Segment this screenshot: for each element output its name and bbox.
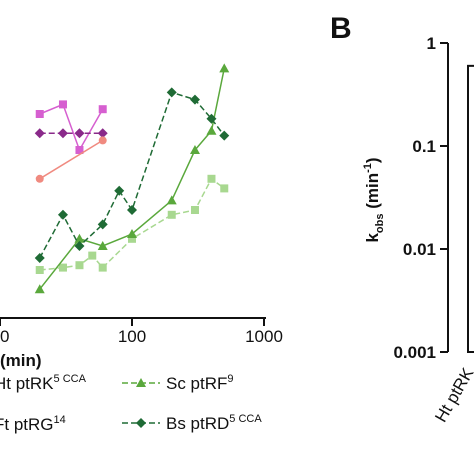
- point: [98, 263, 107, 272]
- label-part: k: [363, 233, 382, 243]
- point: [97, 241, 108, 250]
- point: [206, 113, 217, 124]
- legend-label: Ht ptRK5 CCA: [0, 373, 87, 393]
- point: [74, 233, 85, 243]
- series-line: [39, 177, 225, 271]
- point: [98, 136, 107, 145]
- point: [34, 253, 45, 263]
- point: [127, 205, 137, 215]
- series-line: [39, 103, 104, 152]
- point: [98, 105, 107, 114]
- y-tick-label: 0.001: [393, 343, 436, 362]
- label-sub: obs: [374, 214, 386, 234]
- point: [34, 284, 45, 294]
- point: [189, 145, 200, 154]
- panel-label: B: [330, 12, 352, 45]
- label-sup: -1: [362, 163, 374, 173]
- point: [114, 185, 125, 196]
- point: [58, 100, 67, 109]
- point: [74, 128, 85, 139]
- point: [58, 263, 67, 272]
- bar: [467, 64, 474, 353]
- point: [88, 251, 97, 260]
- x-axis-label: (min): [0, 351, 42, 370]
- point: [189, 94, 200, 105]
- point: [97, 128, 108, 139]
- legend-name: Ht ptRK: [0, 374, 54, 393]
- point: [75, 261, 84, 270]
- legend-sup: 9: [227, 373, 233, 385]
- label-part: (min: [363, 173, 382, 214]
- legend-label: Ft ptRG14: [0, 414, 66, 434]
- series-line: [39, 139, 104, 180]
- point: [35, 110, 44, 118]
- label-part: ): [363, 157, 382, 163]
- legend-name: Sc ptRF: [166, 374, 227, 393]
- point: [207, 174, 216, 183]
- point: [128, 234, 136, 243]
- point: [57, 128, 68, 139]
- y-tick-label: 1: [427, 34, 436, 53]
- point: [97, 219, 108, 230]
- legend-label: Bs ptRD5 CCA: [166, 413, 262, 433]
- x-tick-label: Ht ptRK: [431, 364, 474, 426]
- legend-sup: 14: [54, 414, 66, 426]
- y-tick-label: 0.1: [412, 137, 436, 156]
- point: [74, 241, 85, 251]
- x-tick-label: 10: [0, 327, 9, 346]
- point: [57, 209, 68, 220]
- point: [35, 174, 44, 183]
- point: [166, 195, 177, 205]
- point: [206, 125, 217, 135]
- legend-name: Bs ptRD: [166, 414, 229, 433]
- legend-marker: [136, 418, 146, 428]
- y-tick-label: 0.01: [403, 240, 436, 259]
- point: [75, 146, 84, 154]
- point: [219, 130, 230, 141]
- legend-marker: [136, 378, 146, 387]
- legend-name: Ft ptRG: [0, 415, 54, 434]
- x-tick-label: 1000: [245, 327, 283, 346]
- legend-sup: 5 CCA: [229, 413, 262, 425]
- series-line: [39, 91, 225, 259]
- point: [35, 266, 44, 274]
- x-tick-label: 100: [118, 327, 146, 346]
- legend-sup: 5 CCA: [54, 373, 87, 385]
- point: [34, 128, 45, 139]
- point: [220, 184, 229, 193]
- legend-label: Sc ptRF9: [166, 373, 234, 393]
- point: [190, 206, 199, 214]
- point: [219, 63, 230, 73]
- point: [167, 210, 176, 219]
- point: [127, 229, 137, 238]
- y-axis-label: kobs (min-1): [362, 157, 386, 242]
- point: [166, 87, 177, 98]
